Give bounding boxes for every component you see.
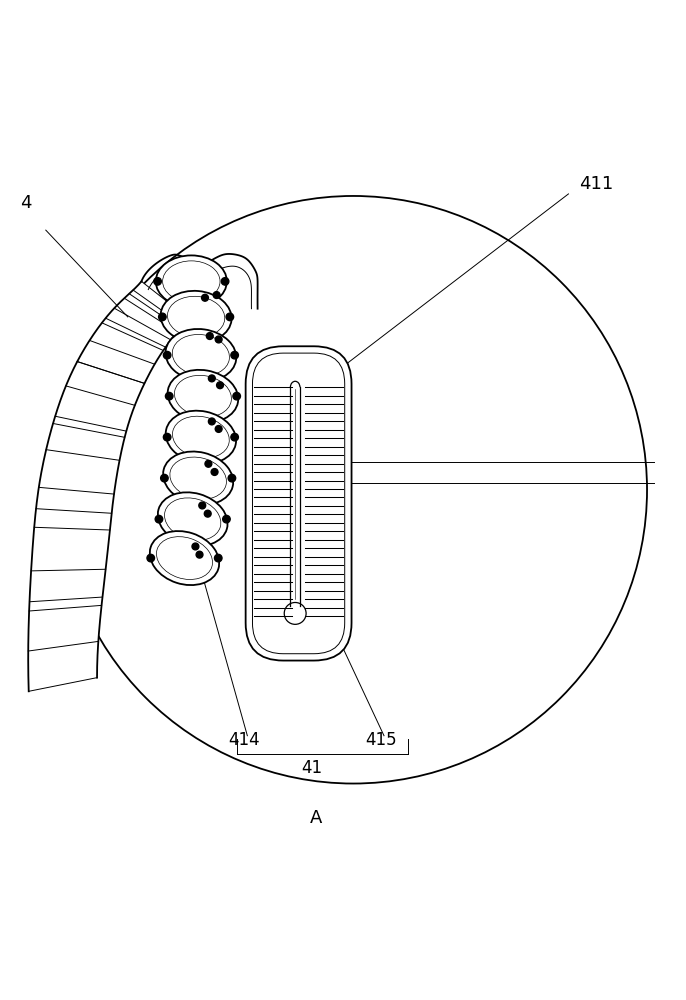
Circle shape xyxy=(231,351,239,359)
Circle shape xyxy=(196,551,203,558)
Ellipse shape xyxy=(165,329,236,381)
Ellipse shape xyxy=(167,370,238,422)
Circle shape xyxy=(202,294,209,301)
Circle shape xyxy=(155,515,163,523)
Circle shape xyxy=(222,278,229,285)
Ellipse shape xyxy=(170,457,226,499)
Text: 4: 4 xyxy=(21,194,32,212)
Circle shape xyxy=(158,313,166,321)
Circle shape xyxy=(228,474,236,482)
Text: 415: 415 xyxy=(365,731,397,749)
Ellipse shape xyxy=(172,334,229,376)
Circle shape xyxy=(206,333,213,339)
Ellipse shape xyxy=(174,375,231,417)
Circle shape xyxy=(204,510,211,517)
Ellipse shape xyxy=(165,498,221,540)
Circle shape xyxy=(209,375,215,382)
Ellipse shape xyxy=(150,531,220,585)
Circle shape xyxy=(165,392,173,400)
Polygon shape xyxy=(28,281,189,691)
Circle shape xyxy=(154,278,161,285)
Text: 414: 414 xyxy=(228,731,260,749)
Circle shape xyxy=(147,554,154,562)
Circle shape xyxy=(205,460,212,467)
Circle shape xyxy=(215,426,222,432)
Circle shape xyxy=(215,554,222,562)
Circle shape xyxy=(163,351,171,359)
Circle shape xyxy=(233,392,241,400)
Ellipse shape xyxy=(156,537,213,579)
Ellipse shape xyxy=(156,255,227,307)
Circle shape xyxy=(199,502,206,509)
Text: 41: 41 xyxy=(302,759,323,777)
Circle shape xyxy=(231,433,239,441)
Text: A: A xyxy=(309,809,322,827)
Circle shape xyxy=(163,433,171,441)
Ellipse shape xyxy=(172,416,229,458)
Ellipse shape xyxy=(167,296,225,337)
Circle shape xyxy=(211,469,218,475)
FancyBboxPatch shape xyxy=(252,353,344,654)
FancyBboxPatch shape xyxy=(246,346,351,661)
Circle shape xyxy=(161,474,168,482)
Ellipse shape xyxy=(163,261,220,302)
Ellipse shape xyxy=(163,452,233,505)
Circle shape xyxy=(215,336,222,343)
Circle shape xyxy=(213,292,220,298)
Circle shape xyxy=(209,418,215,425)
Ellipse shape xyxy=(161,291,232,343)
Ellipse shape xyxy=(166,411,236,464)
Ellipse shape xyxy=(158,492,228,546)
Circle shape xyxy=(192,543,199,550)
Text: 411: 411 xyxy=(579,175,613,193)
Circle shape xyxy=(226,313,234,321)
Circle shape xyxy=(223,515,230,523)
Circle shape xyxy=(217,382,224,389)
